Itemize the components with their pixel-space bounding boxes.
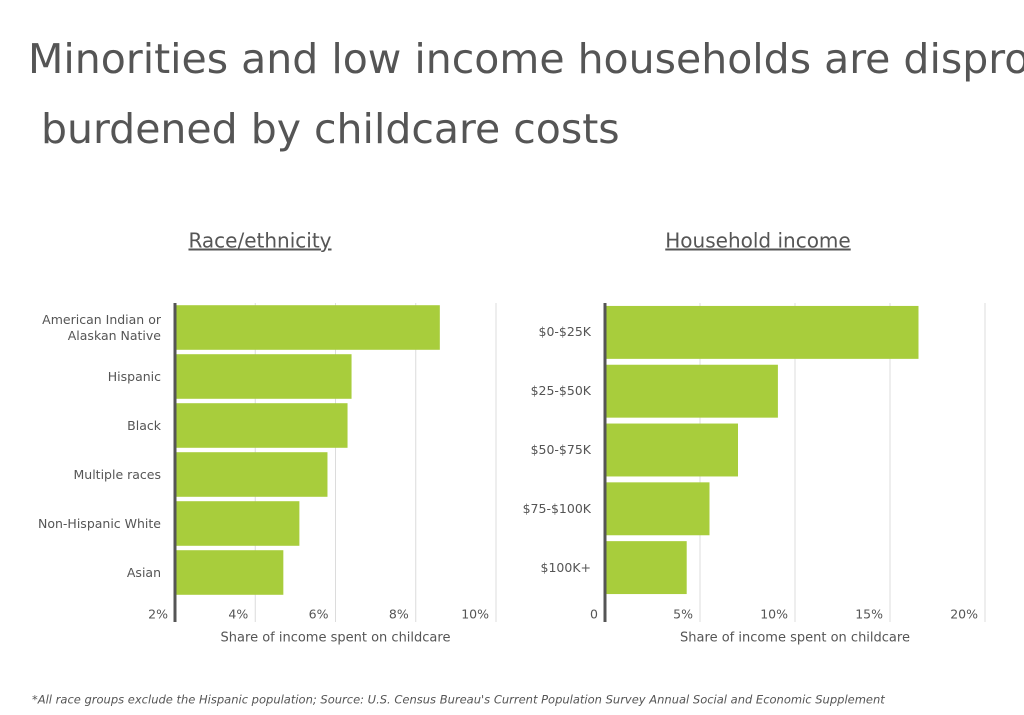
x-tick-label: 15% xyxy=(855,607,883,622)
category-label-box: Non-Hispanic White xyxy=(38,515,161,531)
x-tick-label: 10% xyxy=(461,607,489,622)
bar xyxy=(605,541,687,595)
y-tick-label: American Indian or Alaskan Native xyxy=(42,311,161,343)
bar xyxy=(175,550,284,595)
y-tick-label: $50-$75K xyxy=(530,441,591,457)
category-label-box: American Indian or Alaskan Native xyxy=(42,311,161,343)
category-label-box: $75-$100K xyxy=(522,500,591,516)
category-label-box: $100K+ xyxy=(540,559,591,575)
bar xyxy=(175,452,328,497)
y-tick-label: Non-Hispanic White xyxy=(38,515,161,531)
category-label-box: $0-$25K xyxy=(538,324,591,340)
category-label-box: Multiple races xyxy=(73,466,162,482)
bar xyxy=(175,501,300,546)
bar xyxy=(175,354,352,399)
x-axis-label: Share of income spent on childcare xyxy=(221,631,451,646)
bar xyxy=(605,305,919,359)
bar xyxy=(605,423,738,477)
bar xyxy=(605,364,778,418)
category-label-box: $50-$75K xyxy=(530,441,591,457)
y-tick-label: $25-$50K xyxy=(530,383,591,399)
x-tick-label: 4% xyxy=(228,607,248,622)
y-tick-label: $0-$25K xyxy=(538,324,591,340)
category-label-box: Hispanic xyxy=(107,368,161,384)
x-tick-label: 5% xyxy=(673,607,693,622)
bar xyxy=(175,403,348,448)
chart-title: Race/ethnicity xyxy=(188,229,331,253)
y-tick-label: Black xyxy=(127,417,161,433)
x-tick-label: 8% xyxy=(389,607,409,622)
category-label-box: Black xyxy=(127,417,161,433)
x-tick-label: 10% xyxy=(760,607,788,622)
y-tick-label: $75-$100K xyxy=(522,500,591,516)
y-tick-label: Asian xyxy=(126,564,161,580)
bar xyxy=(605,482,710,536)
chart-title: Household income xyxy=(665,229,850,253)
category-label-box: $25-$50K xyxy=(530,383,591,399)
x-tick-label: 2% xyxy=(148,607,168,622)
page-title: Minorities and low income households are… xyxy=(28,35,1024,153)
y-tick-label: Multiple races xyxy=(73,466,162,482)
x-tick-label: 0 xyxy=(590,607,598,622)
footnote: *All race groups exclude the Hispanic po… xyxy=(32,693,885,707)
y-tick-label: Hispanic xyxy=(107,368,161,384)
y-tick-label: $100K+ xyxy=(540,559,591,575)
bar xyxy=(175,305,440,350)
category-label-box: Asian xyxy=(126,564,161,580)
x-tick-label: 6% xyxy=(309,607,329,622)
x-axis-label: Share of income spent on childcare xyxy=(680,631,910,646)
x-tick-label: 20% xyxy=(950,607,978,622)
